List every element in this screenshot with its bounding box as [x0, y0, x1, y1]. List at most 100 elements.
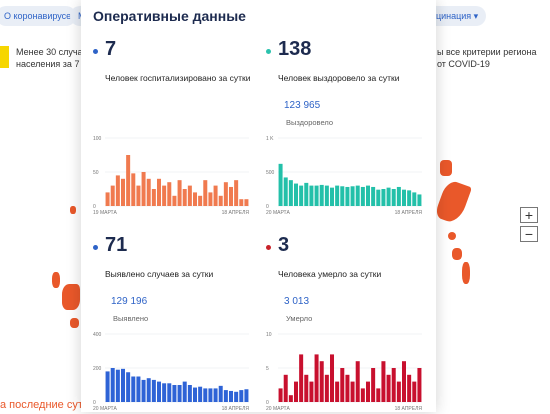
x-start-label: 20 МАРТА: [93, 406, 117, 412]
chart-bar: [288, 395, 293, 402]
y-tick-label: 5: [266, 366, 269, 372]
y-tick-label: 1 K: [266, 136, 274, 142]
last-day-heading: а последние сутк: [0, 399, 88, 411]
chart-bar: [401, 361, 407, 402]
chart-bar: [417, 194, 422, 206]
chart-bar: [213, 388, 218, 402]
chart-bar: [203, 180, 208, 206]
nav-pill-coronavirus[interactable]: О коронавирусе ▾: [0, 6, 76, 26]
chart-bar: [120, 178, 126, 206]
chart-bar: [198, 386, 203, 402]
chart-bar: [239, 390, 244, 402]
chart-bar: [401, 189, 407, 206]
chart-bar: [309, 185, 314, 206]
chart-bar: [386, 374, 391, 402]
chart-bar: [162, 185, 167, 206]
chart-bar: [223, 390, 228, 402]
chart-bar: [162, 383, 167, 402]
chart-bar: [314, 354, 319, 402]
x-end-label: 18 АПРЕЛЯ: [222, 210, 250, 216]
chart-bar: [198, 195, 203, 206]
chart-bar: [314, 185, 319, 206]
stat-label: Выявлено случаев за сутки: [105, 269, 214, 279]
x-end-label: 18 АПРЕЛЯ: [395, 406, 423, 412]
chart-bar: [324, 374, 329, 402]
y-tick-label: 400: [93, 332, 102, 338]
chart-bar: [203, 388, 208, 402]
chart-bar: [105, 192, 110, 206]
chart-bar: [391, 368, 396, 402]
chart-bar: [192, 387, 198, 402]
stat-label: Человек выздоровело за сутки: [278, 73, 400, 83]
chart-bar: [371, 368, 376, 402]
y-tick-label: 0: [266, 400, 269, 406]
chart-bar: [329, 354, 335, 402]
chart-bar: [115, 369, 120, 402]
stat-dot: [266, 49, 271, 54]
x-start-label: 20 МАРТА: [266, 406, 290, 412]
chart-bar: [182, 381, 187, 402]
chart-bar: [299, 185, 304, 206]
x-end-label: 18 АПРЕЛЯ: [222, 406, 250, 412]
chart-bar: [136, 185, 141, 206]
stat-dot: [93, 245, 98, 250]
chart-bar: [335, 185, 340, 206]
chart-bar: [412, 381, 417, 402]
chart-bar: [283, 177, 288, 206]
chart-bar: [288, 180, 293, 206]
chart-bar: [208, 388, 213, 402]
chart-bar: [324, 185, 329, 206]
chart-bar: [228, 390, 234, 402]
chart-bar: [381, 361, 386, 402]
chart-bar: [309, 381, 314, 402]
stat-dot: [266, 245, 271, 250]
chart-bar: [360, 186, 365, 206]
chart-bar: [110, 368, 115, 402]
chart-bar: [340, 368, 345, 402]
chart-bar: [376, 189, 381, 206]
chart-bar: [105, 371, 110, 402]
chart-bar: [213, 185, 218, 206]
chart-bar: [304, 182, 309, 206]
x-start-label: 20 МАРТА: [266, 210, 290, 216]
panel-title: Оперативные данные: [93, 8, 246, 24]
chart-bar: [278, 388, 283, 402]
chart-bar: [192, 192, 198, 206]
chart-bar: [146, 178, 151, 206]
chart-bar: [365, 381, 371, 402]
chart-bar: [299, 354, 304, 402]
total-label: Выявлено: [113, 314, 149, 323]
zoom-out-button[interactable]: −: [520, 226, 538, 242]
chart-bar: [141, 172, 146, 206]
chart-bar: [407, 190, 412, 206]
zoom-in-button[interactable]: +: [520, 207, 538, 223]
legend-swatch: [0, 46, 9, 68]
chart-bar: [376, 388, 381, 402]
chart-bar: [396, 186, 401, 206]
total-label: Умерло: [286, 314, 313, 323]
stat-label: Человека умерло за сутки: [278, 269, 382, 279]
chart-bar: [187, 185, 192, 206]
criteria-text-line1: ы все критерии региона: [437, 47, 537, 57]
x-start-label: 19 МАРТА: [93, 210, 117, 216]
y-tick-label: 500: [266, 170, 275, 176]
stat-label: Человек госпитализировано за сутки: [105, 73, 251, 83]
chart-bar: [141, 379, 146, 402]
criteria-text-line2: от COVID-19: [437, 59, 490, 69]
x-end-label: 18 АПРЕЛЯ: [395, 210, 423, 216]
chart-bar: [244, 199, 249, 206]
bar-chart: 100 50 019 МАРТА 18 АПРЕЛЯ: [93, 136, 250, 216]
y-tick-label: 100: [93, 136, 102, 142]
chart-bar: [412, 192, 417, 206]
stat-dot: [93, 49, 98, 54]
nav-pill-vaccination[interactable]: кцинация ▾: [424, 6, 486, 26]
chart-bar: [172, 385, 177, 402]
y-tick-label: 200: [93, 366, 102, 372]
chart-bar: [381, 189, 386, 206]
chart-bar: [293, 183, 299, 206]
chart-bar: [355, 361, 360, 402]
chart-bar: [396, 381, 401, 402]
chart-bar: [319, 361, 324, 402]
stat-value: 7: [105, 38, 117, 60]
chart-bar: [156, 381, 162, 402]
